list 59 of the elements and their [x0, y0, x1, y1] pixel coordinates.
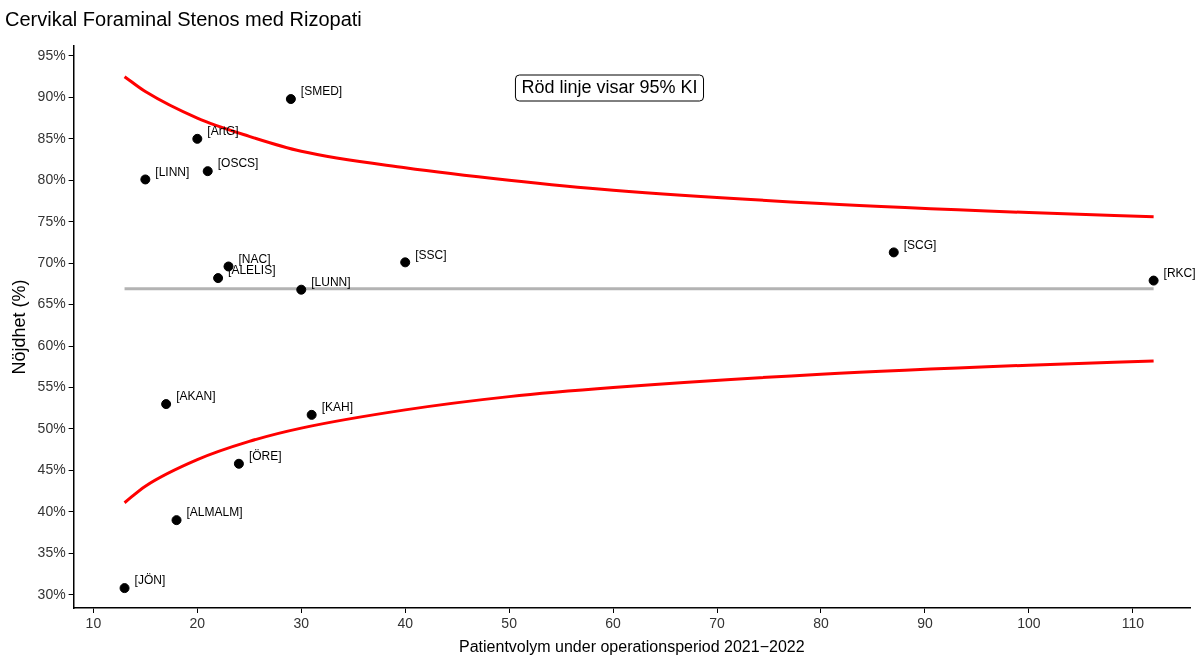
y-tick-label: 35% — [37, 544, 66, 561]
y-tick-label: 55% — [37, 378, 66, 395]
annotation: [ALMALM] — [186, 505, 243, 520]
y-tick-label: 60% — [37, 336, 66, 353]
point — [161, 399, 172, 410]
annotation: [LINN] — [155, 164, 190, 179]
x-tick-label: 50 — [501, 615, 518, 632]
x-axis-title: Patientvolym under operationsperiod 2021−2022 — [459, 637, 805, 655]
point — [296, 284, 307, 295]
annotation: [ArtG] — [207, 124, 239, 139]
point — [306, 409, 317, 420]
x-tick-label: 110 — [1121, 615, 1145, 632]
annotation: [SSC] — [415, 247, 447, 262]
annotation: [AKAN] — [176, 389, 216, 404]
y-tick-label: 30% — [37, 585, 66, 602]
point — [192, 133, 203, 144]
annotation: [ÖRE] — [248, 449, 282, 464]
y-axis-title: Nöjdhet (%) — [8, 279, 29, 375]
x-tick-label: 70 — [709, 615, 726, 632]
annotation: [LUNN] — [311, 275, 351, 290]
y-tick-label: 45% — [37, 461, 66, 478]
y-tick-label: 70% — [37, 254, 66, 271]
x-tick-label: 40 — [397, 615, 414, 632]
x-tick-label: 90 — [917, 615, 933, 632]
point — [233, 458, 244, 469]
annotation: [OSCS] — [217, 156, 259, 171]
y-tick-label: 65% — [37, 295, 66, 312]
y-tick-label: 40% — [37, 502, 66, 519]
point — [400, 257, 411, 268]
annotation: [SMED] — [300, 84, 343, 99]
x-tick-label: 100 — [1017, 615, 1041, 632]
line-series — [123, 359, 1156, 505]
point — [888, 247, 899, 258]
point — [202, 166, 213, 177]
annotation: [RKC] — [1163, 265, 1196, 280]
y-tick-label: 50% — [37, 419, 66, 436]
x-tick-label: 30 — [293, 615, 310, 632]
y-tick-label: 75% — [37, 212, 66, 229]
chart-title: Cervikal Foraminal Stenos med Rizopati — [5, 7, 362, 30]
point — [140, 174, 151, 185]
point — [285, 94, 296, 105]
point — [1148, 275, 1159, 286]
point — [119, 583, 130, 594]
point — [213, 273, 224, 284]
annotation: [NAC] — [238, 251, 271, 266]
y-tick-label: 95% — [37, 46, 66, 63]
y-tick-label: 85% — [37, 129, 66, 146]
y-tick-label: 90% — [37, 88, 66, 105]
x-tick-label: 20 — [189, 615, 206, 632]
annotation: [JÖN] — [134, 573, 166, 588]
annotation: Röd linje visar 95% KI — [521, 76, 698, 97]
x-tick-label: 80 — [813, 615, 829, 632]
line-series — [123, 75, 1156, 219]
annotation: [KAH] — [321, 400, 353, 415]
y-tick-label: 80% — [37, 171, 66, 188]
x-tick-label: 60 — [605, 615, 622, 632]
x-tick-label: 10 — [85, 615, 102, 632]
point — [171, 515, 182, 526]
annotation: [SCG] — [903, 237, 937, 252]
